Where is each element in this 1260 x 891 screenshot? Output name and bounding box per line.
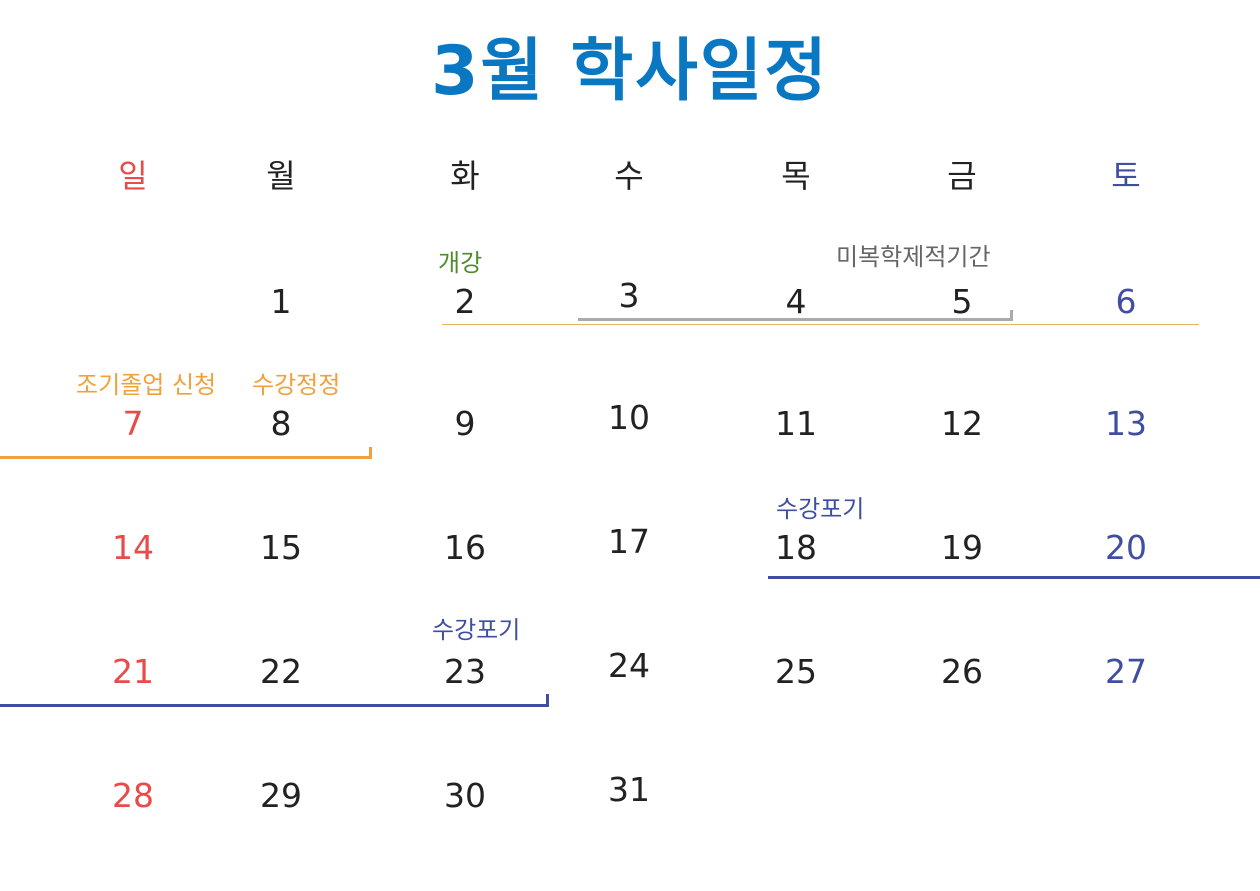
calendar-day: 23: [444, 652, 486, 691]
event-label-course-correction: 수강정정: [252, 371, 341, 399]
calendar-day: 6: [1115, 282, 1137, 321]
opening-period-line: [442, 324, 1199, 325]
calendar-day: 15: [260, 528, 302, 567]
calendar-day: 2: [454, 282, 476, 321]
calendar-day: 18: [775, 528, 817, 567]
no-penalty-period-bar: [578, 318, 1012, 321]
calendar-day: 3: [618, 276, 640, 315]
calendar-day: 19: [941, 528, 983, 567]
calendar-day: 1: [270, 282, 292, 321]
calendar-day: 7: [122, 404, 144, 443]
weekday-label: 월: [266, 157, 296, 195]
early-graduation-period-bar-end: [369, 447, 372, 459]
calendar-day: 28: [112, 776, 154, 815]
calendar-day: 11: [775, 404, 817, 443]
calendar-day: 12: [941, 404, 983, 443]
calendar-day: 20: [1105, 528, 1147, 567]
course-drop-period-bar-end: [546, 694, 549, 707]
calendar-day: 22: [260, 652, 302, 691]
calendar-day: 9: [454, 404, 476, 443]
calendar-day: 29: [260, 776, 302, 815]
early-graduation-period-bar: [0, 456, 372, 459]
calendar-day: 27: [1105, 652, 1147, 691]
calendar-day: 31: [608, 770, 650, 809]
calendar-day: 14: [112, 528, 154, 567]
course-drop-period-bar: [768, 576, 1260, 579]
weekday-label: 목: [781, 157, 811, 195]
calendar-day: 25: [775, 652, 817, 691]
course-drop-period-bar: [0, 704, 549, 707]
page-title: 3월 학사일정: [431, 32, 829, 111]
calendar-day: 4: [785, 282, 807, 321]
weekday-label: 화: [450, 157, 480, 195]
event-label-no-penalty-period: 미복학제적기간: [836, 243, 991, 271]
event-label-course-drop: 수강포기: [432, 616, 521, 644]
weekday-label: 토: [1111, 157, 1141, 195]
calendar-day: 17: [608, 522, 650, 561]
weekday-label: 수: [614, 157, 644, 195]
calendar-day: 24: [608, 646, 650, 685]
calendar-day: 16: [444, 528, 486, 567]
no-penalty-period-bar-end: [1010, 310, 1013, 321]
event-label-early-graduation: 조기졸업 신청: [76, 371, 217, 399]
calendar-day: 26: [941, 652, 983, 691]
weekday-label: 금: [947, 157, 977, 195]
calendar-day: 13: [1105, 404, 1147, 443]
weekday-label: 일: [118, 157, 148, 195]
event-label-course-drop: 수강포기: [776, 495, 865, 523]
calendar-day: 8: [270, 404, 292, 443]
calendar-day: 10: [608, 398, 650, 437]
calendar-day: 21: [112, 652, 154, 691]
calendar-day: 30: [444, 776, 486, 815]
event-label-opening: 개강: [438, 249, 483, 277]
calendar-day: 5: [951, 282, 973, 321]
